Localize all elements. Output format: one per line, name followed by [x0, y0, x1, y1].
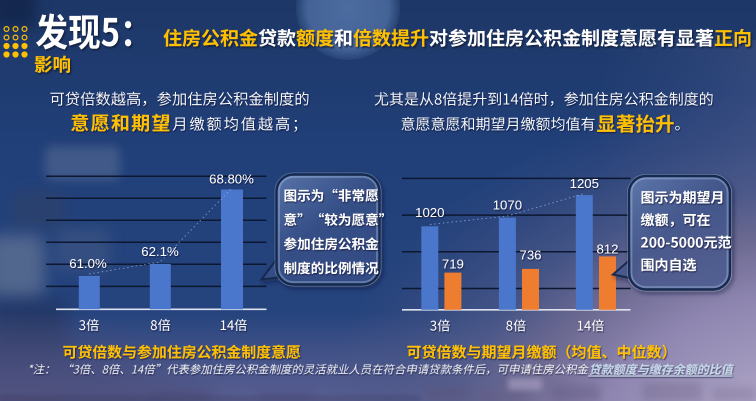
svg-text:61.0%: 61.0%	[69, 256, 107, 271]
svg-text:812: 812	[596, 242, 618, 257]
svg-text:736: 736	[519, 248, 541, 263]
svg-text:62.1%: 62.1%	[141, 244, 179, 259]
svg-text:1070: 1070	[493, 198, 522, 213]
svg-text:719: 719	[442, 257, 464, 272]
svg-text:1205: 1205	[570, 176, 599, 191]
svg-text:1020: 1020	[415, 205, 444, 220]
svg-text:68.80%: 68.80%	[209, 171, 254, 186]
